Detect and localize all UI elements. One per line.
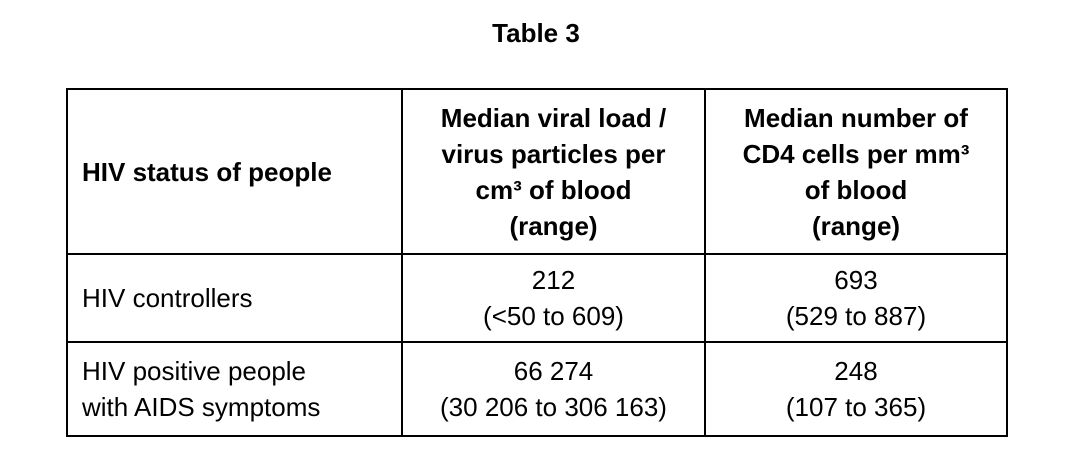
table-cell: 212 (<50 to 609)	[401, 253, 706, 343]
table-row: HIV positive people with AIDS symptoms 66 …	[66, 341, 1008, 437]
cell-text: HIV positive people	[82, 356, 307, 386]
table-row: HIV controllers 212 (<50 to 609) 693 (529 to…	[66, 253, 1008, 343]
table-cell: 693 (529 to 887)	[704, 253, 1008, 343]
cell-text: 693	[834, 265, 878, 295]
cell-text: HIV controllers	[82, 283, 253, 313]
cell-text: Median number of	[744, 102, 968, 133]
table-cell: HIV controllers	[66, 253, 403, 343]
table-cell: 248 (107 to 365)	[704, 341, 1008, 437]
cell-text: (529 to 887)	[785, 301, 927, 331]
cell-text: with AIDS symptoms	[82, 392, 321, 422]
cell-text: CD4 cells per mm³	[742, 138, 970, 169]
table-row: HIV status of people Median viral load / v…	[66, 88, 1008, 255]
cell-text: (30 206 to 306 163)	[440, 392, 667, 422]
data-table: HIV status of people Median viral load / v…	[66, 88, 1008, 437]
cell-text: 248	[834, 356, 878, 386]
cell-text: virus particles per	[441, 138, 666, 169]
cell-text: 212	[531, 265, 576, 295]
cell-text: (107 to 365)	[785, 392, 927, 422]
cell-text: cm³ of blood	[475, 174, 632, 205]
cell-text: (<50 to 609)	[483, 301, 624, 331]
cell-text: 66 274	[513, 356, 594, 386]
table-cell: 66 274 (30 206 to 306 163)	[401, 341, 706, 437]
cell-text: Median viral load /	[440, 102, 667, 133]
cell-text: (range)	[811, 210, 901, 241]
table-cell: Median viral load / virus particles per cm…	[401, 88, 706, 255]
cell-text: (range)	[509, 210, 598, 241]
table-title: Table 3	[492, 18, 580, 48]
table-cell: HIV positive people with AIDS symptoms	[66, 341, 403, 437]
cell-text: HIV status of people	[82, 156, 332, 187]
table-cell: HIV status of people	[66, 88, 403, 255]
table-cell: Median number of CD4 cells per mm³ of bloo…	[704, 88, 1008, 255]
cell-text: of blood	[804, 174, 908, 205]
